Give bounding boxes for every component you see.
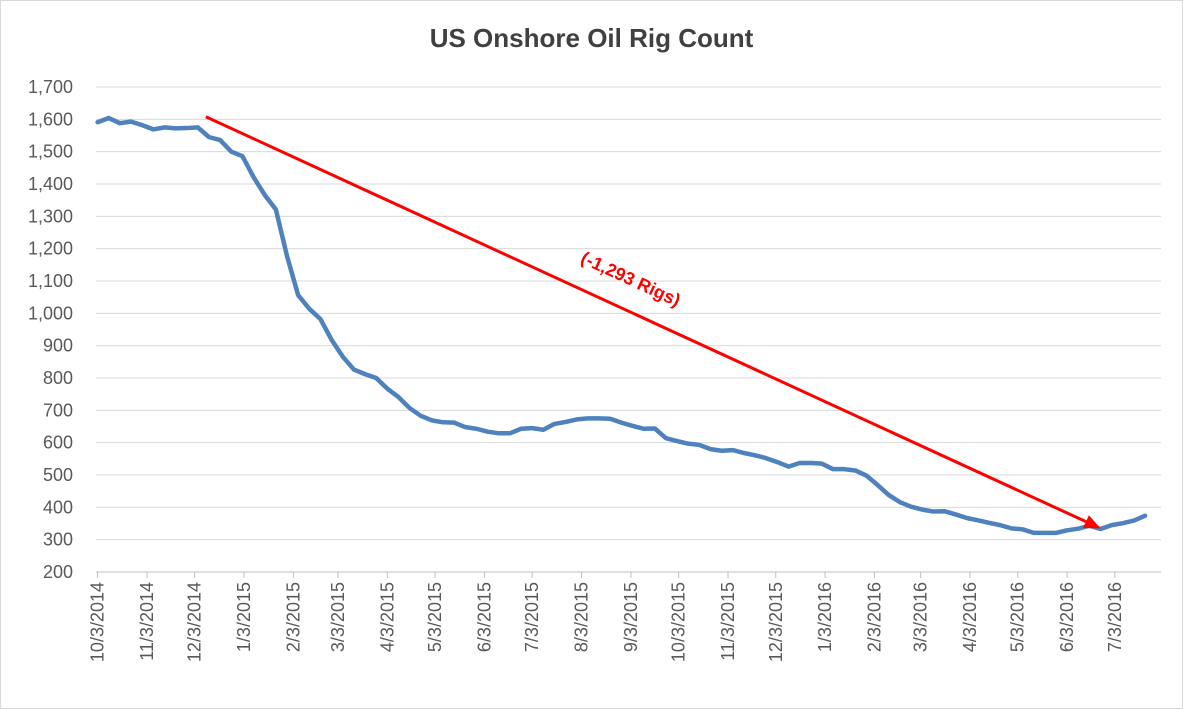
y-tick-label: 1,300: [28, 206, 73, 226]
x-tick-label: 10/3/2014: [88, 582, 108, 662]
x-tick-label: 2/3/2016: [864, 582, 884, 652]
y-tick-label: 500: [43, 465, 73, 485]
annotation-layer: (-1,293 Rigs): [205, 115, 1101, 529]
y-tick-label: 1,400: [28, 174, 73, 194]
y-tick-label: 1,700: [28, 77, 73, 97]
x-tick-label: 6/3/2016: [1057, 582, 1077, 652]
x-tick-label: 5/3/2015: [425, 582, 445, 652]
gridlines: [96, 86, 1161, 541]
annotation-arrow-head: [1083, 515, 1101, 529]
y-tick-label: 1,000: [28, 303, 73, 323]
y-tick-label: 400: [43, 497, 73, 517]
x-tick-label: 2/3/2015: [283, 582, 303, 652]
x-tick-label: 4/3/2016: [960, 582, 980, 652]
y-tick-label: 900: [43, 336, 73, 356]
annotation-arrow-shaft: [205, 115, 1087, 524]
y-axis-ticks: 200 300 400 500 600 700 800 900 1,000 1,100 1,200 1…: [28, 77, 73, 582]
x-tick-label: 12/3/2015: [766, 582, 786, 662]
x-tick-label: 3/3/2015: [328, 582, 348, 652]
series-line: [95, 115, 1148, 536]
x-tick-label: 7/3/2015: [522, 582, 542, 652]
y-tick-label: 200: [43, 562, 73, 582]
y-tick-label: 1,100: [28, 271, 73, 291]
x-tick-label: 4/3/2015: [377, 582, 397, 652]
x-tick-label: 3/3/2016: [911, 582, 931, 652]
series-layer: [95, 115, 1148, 536]
y-tick-label: 1,500: [28, 142, 73, 162]
y-tick-label: 1,200: [28, 239, 73, 259]
annotation-label: (-1,293 Rigs): [578, 248, 684, 311]
x-tick-label: 11/3/2014: [137, 582, 157, 661]
y-tick-label: 600: [43, 433, 73, 453]
x-tick-label: 10/3/2015: [669, 582, 689, 662]
x-axis-ticks: 10/3/2014 11/3/2014 12/3/2014 1/3/2015 2/3/2…: [88, 572, 1125, 662]
x-tick-label: 7/3/2016: [1105, 582, 1125, 652]
x-tick-label: 1/3/2016: [815, 582, 835, 652]
x-tick-label: 12/3/2014: [185, 582, 205, 662]
x-tick-label: 6/3/2015: [474, 582, 494, 652]
y-tick-label: 700: [43, 400, 73, 420]
chart-title: US Onshore Oil Rig Count: [429, 23, 754, 53]
x-tick-label: 9/3/2015: [621, 582, 641, 652]
y-tick-label: 1,600: [28, 109, 73, 129]
y-tick-label: 300: [43, 530, 73, 550]
y-tick-label: 800: [43, 368, 73, 388]
x-tick-label: 5/3/2016: [1008, 582, 1028, 652]
x-tick-label: 1/3/2015: [234, 582, 254, 652]
x-tick-label: 11/3/2015: [718, 582, 738, 661]
x-tick-label: 8/3/2015: [572, 582, 592, 652]
